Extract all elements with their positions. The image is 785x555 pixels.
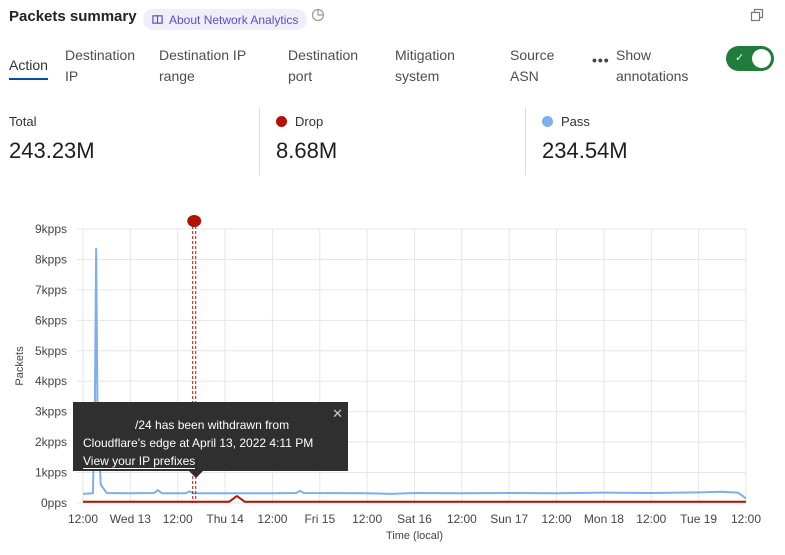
x-tick-label: 12:00 (352, 512, 382, 526)
tab-label-line2: port (288, 68, 313, 84)
y-axis-label: Packets (14, 346, 26, 386)
series-pass-line (82, 247, 747, 500)
x-tick-label: 12:00 (636, 512, 666, 526)
tab-source-asn[interactable]: Source ASN (510, 45, 554, 87)
tab-label-line2: IP (65, 68, 79, 84)
tab-label-line1: Source (510, 47, 555, 63)
tab-destination-ip[interactable]: Destination IP (65, 45, 135, 87)
tab-mitigation-system[interactable]: Mitigation system (395, 45, 455, 87)
y-tick-label: 0pps (41, 496, 67, 510)
packets-chart: 0pps 1kpps 2kpps 3kpps 4kpps 5kpps 6kpps 7kpps 8… (14, 215, 761, 542)
y-tick-label: 4kpps (35, 374, 67, 388)
stat-label: Drop (295, 114, 324, 129)
tab-label-line1: Destination (288, 47, 359, 63)
x-tick-label: Tue 19 (680, 512, 717, 526)
book-icon (152, 15, 163, 24)
tab-destination-ip-range[interactable]: Destination IP range (159, 45, 246, 87)
x-tick-label: 12:00 (447, 512, 477, 526)
pass-legend-dot (542, 116, 553, 127)
tab-action[interactable]: Action (9, 55, 48, 80)
stat-total: Total 243.23M (9, 114, 95, 164)
x-axis-label: Time (local) (386, 530, 443, 542)
tab-destination-port[interactable]: Destination port (288, 45, 358, 87)
about-label: About Network Analytics (169, 12, 299, 27)
annotation-tooltip: ✕ /24 has been withdrawn from Cloudflare… (73, 402, 348, 478)
stat-value: 234.54M (542, 138, 628, 163)
history-icon[interactable] (311, 8, 325, 22)
about-network-analytics-button[interactable]: About Network Analytics (143, 9, 308, 30)
close-icon[interactable]: ✕ (332, 406, 343, 421)
view-ip-prefixes-link[interactable]: View your IP prefixes (83, 454, 196, 469)
y-tick-label: 1kpps (35, 466, 67, 480)
y-tick-label: 7kpps (35, 283, 67, 297)
more-options-button[interactable]: ••• (592, 52, 610, 68)
tab-label-line2: ASN (510, 68, 539, 84)
annotations-line1: Show (616, 47, 652, 63)
check-icon: ✓ (735, 52, 745, 64)
tab-label-line1: Action (9, 57, 48, 73)
x-tick-label: 12:00 (68, 512, 98, 526)
y-tick-label: 3kpps (35, 405, 67, 419)
tab-label-line2: system (395, 68, 440, 84)
x-tick-label: Fri 15 (304, 512, 335, 526)
x-tick-label: Thu 14 (206, 512, 244, 526)
toggle-knob (752, 49, 771, 68)
y-tick-label: 5kpps (35, 344, 67, 358)
annotation-marker[interactable] (187, 215, 202, 227)
x-tick-label: Mon 18 (584, 512, 624, 526)
tooltip-line1: /24 has been withdrawn from (135, 418, 290, 432)
divider (259, 107, 260, 175)
x-tick-label: 12:00 (257, 512, 287, 526)
drop-legend-dot (276, 116, 287, 127)
page-title: Packets summary (9, 8, 137, 25)
tab-label-line1: Destination IP (159, 47, 247, 63)
show-annotations-toggle[interactable]: ✓ (726, 46, 774, 71)
annotations-line2: annotations (616, 68, 689, 84)
tab-label-line1: Mitigation (395, 47, 455, 63)
x-tick-label: Sun 17 (490, 512, 528, 526)
tab-label-line2: range (159, 68, 195, 84)
x-tick-label: 12:00 (542, 512, 572, 526)
x-tick-label: 12:00 (731, 512, 761, 526)
y-tick-label: 9kpps (35, 222, 67, 236)
stat-value: 243.23M (9, 138, 95, 163)
x-tick-label: Wed 13 (110, 512, 151, 526)
tooltip-line2: Cloudflare's edge at April 13, 2022 4:11… (83, 436, 314, 450)
x-tick-label: 12:00 (163, 512, 193, 526)
stat-value: 8.68M (276, 138, 338, 163)
stat-pass: Pass 234.54M (542, 114, 628, 164)
stat-label: Total (9, 114, 37, 129)
stat-label: Pass (561, 114, 590, 129)
x-tick-label: Sat 16 (397, 512, 432, 526)
divider (525, 107, 526, 175)
stat-drop: Drop 8.68M (276, 114, 337, 164)
tab-label-line1: Destination (65, 47, 136, 63)
y-tick-label: 6kpps (35, 313, 67, 327)
copy-icon[interactable] (750, 8, 764, 22)
y-tick-label: 8kpps (35, 252, 67, 266)
y-tick-label: 2kpps (35, 435, 67, 449)
series-drop-line (83, 494, 746, 503)
show-annotations-label: Show annotations (616, 45, 688, 87)
